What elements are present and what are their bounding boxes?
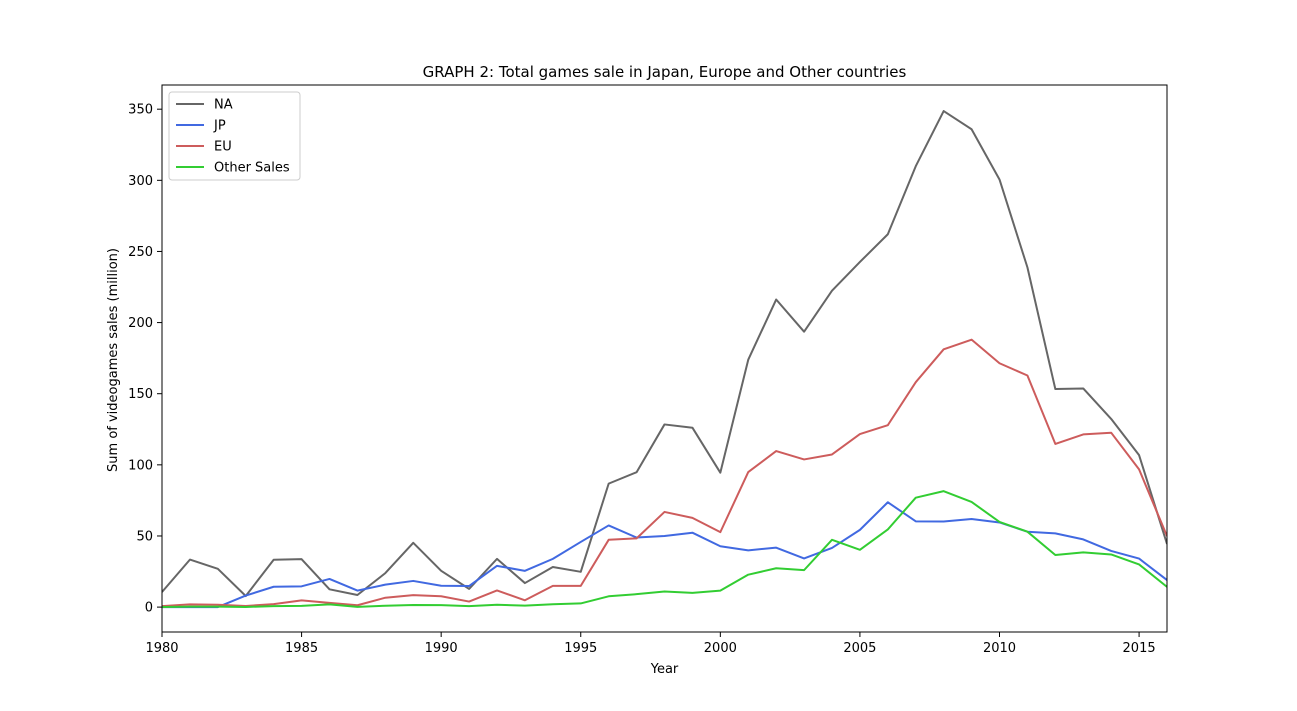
x-tick-label: 1980 <box>145 641 178 656</box>
x-tick-label: 2000 <box>704 641 737 656</box>
legend-label: Other Sales <box>214 161 290 176</box>
x-tick-label: 2005 <box>843 641 876 656</box>
y-tick-label: 300 <box>128 174 153 189</box>
series-line-na <box>162 110 1167 598</box>
y-axis-label: Sum of videogames sales (million) <box>106 248 121 472</box>
legend-label: EU <box>214 140 232 155</box>
x-axis-label: Year <box>650 662 679 677</box>
chart-title: GRAPH 2: Total games sale in Japan, Euro… <box>423 63 907 81</box>
legend-box <box>168 91 301 181</box>
y-tick-label: 100 <box>128 458 153 473</box>
plot-frame <box>161 84 1168 633</box>
axis-ticks: 1980 1985 1990 1995 2000 2005 2010 2015 0 50 100 15… <box>128 103 1155 656</box>
x-tick-label: 1990 <box>425 641 458 656</box>
x-tick-label: 2015 <box>1123 641 1156 656</box>
x-tick-label: 2010 <box>983 641 1016 656</box>
x-tick-label: 1995 <box>564 641 597 656</box>
y-tick-label: 250 <box>128 245 153 260</box>
y-tick-label: 200 <box>128 316 153 331</box>
legend: NA JP EU Other Sales <box>168 91 301 181</box>
y-tick-label: 150 <box>128 387 153 402</box>
y-tick-label: 50 <box>136 529 153 544</box>
plot-area <box>162 110 1167 609</box>
y-tick-label: 350 <box>128 103 153 118</box>
legend-label: JP <box>213 119 226 134</box>
legend-label: NA <box>214 98 233 113</box>
y-tick-label: 0 <box>145 601 153 616</box>
series-line-eu <box>162 338 1167 608</box>
x-tick-label: 1985 <box>285 641 318 656</box>
series-line-other-sales <box>162 490 1167 608</box>
